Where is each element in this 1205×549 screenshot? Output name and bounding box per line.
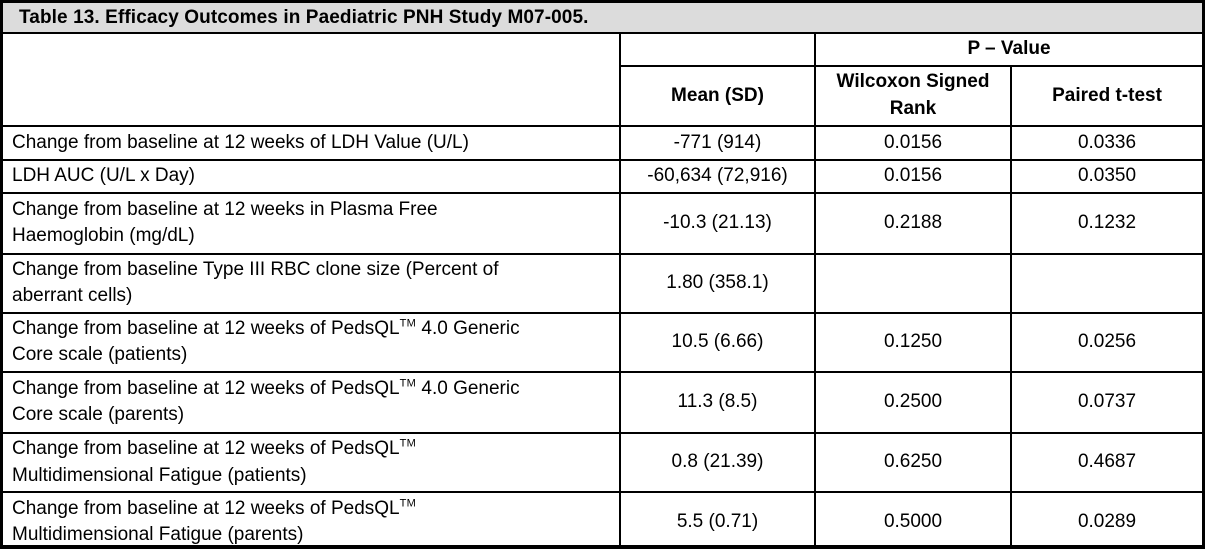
row-label-cell: Change from baseline Type III RBC clone …	[3, 252, 621, 314]
row-label-cell: Change from baseline at 12 weeks of Peds…	[3, 491, 621, 545]
wilcoxon-cell	[814, 252, 1012, 314]
paired-t-test-cell: 0.0256	[1009, 311, 1202, 373]
wilcoxon-cell: 0.1250	[814, 311, 1012, 373]
wilcoxon-cell: 0.0156	[814, 159, 1012, 194]
mean-sd-cell: 1.80 (358.1)	[619, 252, 816, 314]
column-header-paired-t-test: Paired t-test	[1009, 65, 1202, 127]
header-row-columns: Mean (SD) Wilcoxon Signed Rank Paired t-…	[3, 65, 1202, 127]
row-label-cell: Change from baseline at 12 weeks of Peds…	[3, 431, 621, 494]
paired-t-test-cell: 0.1232	[1009, 191, 1202, 255]
efficacy-outcomes-table: P – Value Mean (SD) Wilcoxon Signed Rank…	[3, 33, 1202, 545]
wilcoxon-cell: 0.0156	[814, 125, 1012, 161]
table-title-bar: Table 13. Efficacy Outcomes in Paediatri…	[3, 3, 1202, 34]
paired-t-test-cell	[1009, 252, 1202, 314]
row-label-cell: Change from baseline at 12 weeks of Peds…	[3, 311, 621, 373]
table-row: LDH AUC (U/L x Day) -60,634 (72,916) 0.0…	[3, 159, 1202, 194]
table-row: Change from baseline at 12 weeks of LDH …	[3, 125, 1202, 161]
wilcoxon-cell: 0.2188	[814, 191, 1012, 255]
table-row: Change from baseline Type III RBC clone …	[3, 252, 1202, 314]
header-row-group: P – Value	[3, 33, 1202, 127]
paired-t-test-cell: 0.0336	[1009, 125, 1202, 161]
column-group-header-p-value: P – Value	[813, 33, 1202, 67]
row-label-cell: LDH AUC (U/L x Day)	[3, 159, 621, 194]
trademark-superscript: TM	[399, 377, 417, 390]
header-corner-empty-cell	[3, 33, 621, 127]
mean-sd-cell: -10.3 (21.13)	[619, 191, 816, 255]
column-header-mean-sd: Mean (SD)	[619, 65, 816, 127]
mean-sd-cell: 10.5 (6.66)	[619, 311, 816, 373]
table-row: Change from baseline at 12 weeks of Peds…	[3, 311, 1202, 373]
mean-sd-cell: 11.3 (8.5)	[619, 370, 816, 434]
row-label-cell: Change from baseline at 12 weeks in Plas…	[3, 191, 621, 255]
column-header-wilcoxon-signed-rank: Wilcoxon Signed Rank	[814, 65, 1012, 127]
header-empty-cell-above-mean-sd	[619, 33, 816, 67]
trademark-superscript: TM	[399, 317, 417, 330]
table-row: Change from baseline at 12 weeks of Peds…	[3, 491, 1202, 545]
mean-sd-cell: 5.5 (0.71)	[619, 491, 816, 545]
row-label-cell: Change from baseline at 12 weeks of LDH …	[3, 125, 621, 161]
table-row: Change from baseline at 12 weeks of Peds…	[3, 370, 1202, 434]
trademark-superscript: TM	[399, 497, 417, 510]
wilcoxon-cell: 0.2500	[814, 370, 1012, 434]
wilcoxon-cell: 0.6250	[814, 431, 1012, 494]
paired-t-test-cell: 0.0350	[1009, 159, 1202, 194]
paired-t-test-cell: 0.0289	[1009, 491, 1202, 545]
mean-sd-cell: 0.8 (21.39)	[619, 431, 816, 494]
trademark-superscript: TM	[399, 437, 417, 450]
table-row: Change from baseline at 12 weeks in Plas…	[3, 191, 1202, 255]
table-title: Table 13. Efficacy Outcomes in Paediatri…	[19, 6, 589, 28]
paired-t-test-cell: 0.4687	[1009, 431, 1202, 494]
mean-sd-cell: -771 (914)	[619, 125, 816, 161]
table-row: Change from baseline at 12 weeks of Peds…	[3, 431, 1202, 494]
mean-sd-cell: -60,634 (72,916)	[619, 159, 816, 194]
paired-t-test-cell: 0.0737	[1009, 370, 1202, 434]
wilcoxon-cell: 0.5000	[814, 491, 1012, 545]
row-label-cell: Change from baseline at 12 weeks of Peds…	[3, 370, 621, 434]
